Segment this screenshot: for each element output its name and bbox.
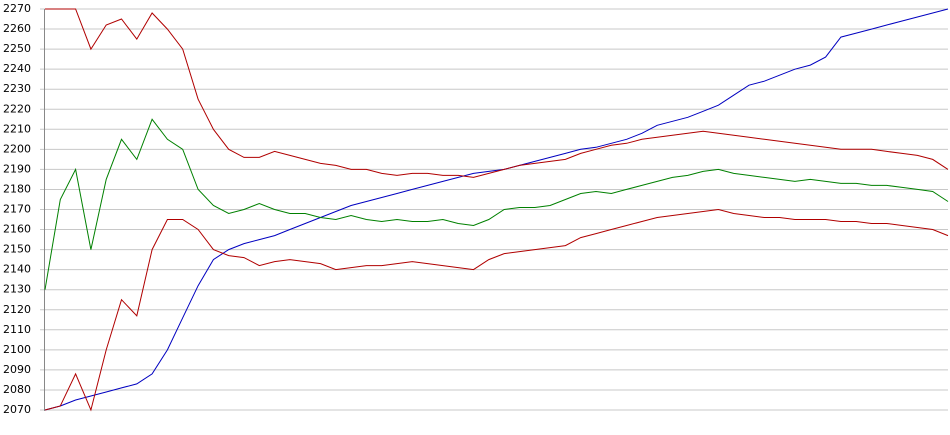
y-tick-label: 2070 xyxy=(3,403,31,416)
y-tick-label: 2200 xyxy=(3,142,31,155)
y-tick-label: 2230 xyxy=(3,82,31,95)
y-tick-label: 2190 xyxy=(3,162,31,175)
y-tick-label: 2110 xyxy=(3,323,31,336)
series-line xyxy=(44,208,949,412)
y-tick-label: 2120 xyxy=(3,303,31,316)
y-tick-label: 2170 xyxy=(3,203,31,216)
y-tick-label: 2270 xyxy=(3,2,31,15)
y-tick-label: 2240 xyxy=(3,62,31,75)
y-tick-label: 2100 xyxy=(3,343,31,356)
y-tick-label: 2140 xyxy=(3,263,31,276)
series-line xyxy=(44,8,949,411)
y-tick-label: 2220 xyxy=(3,102,31,115)
y-tick-label: 2090 xyxy=(3,363,31,376)
y-tick-label: 2180 xyxy=(3,182,31,195)
series-line xyxy=(44,118,949,290)
y-tick-label: 2130 xyxy=(3,283,31,296)
y-tick-label: 2210 xyxy=(3,122,31,135)
y-tick-label: 2160 xyxy=(3,223,31,236)
y-tick-label: 2150 xyxy=(3,243,31,256)
y-tick-label: 2080 xyxy=(3,383,31,396)
y-tick-label: 2250 xyxy=(3,42,31,55)
y-tick-label: 2260 xyxy=(3,22,31,35)
series-line xyxy=(45,8,949,178)
